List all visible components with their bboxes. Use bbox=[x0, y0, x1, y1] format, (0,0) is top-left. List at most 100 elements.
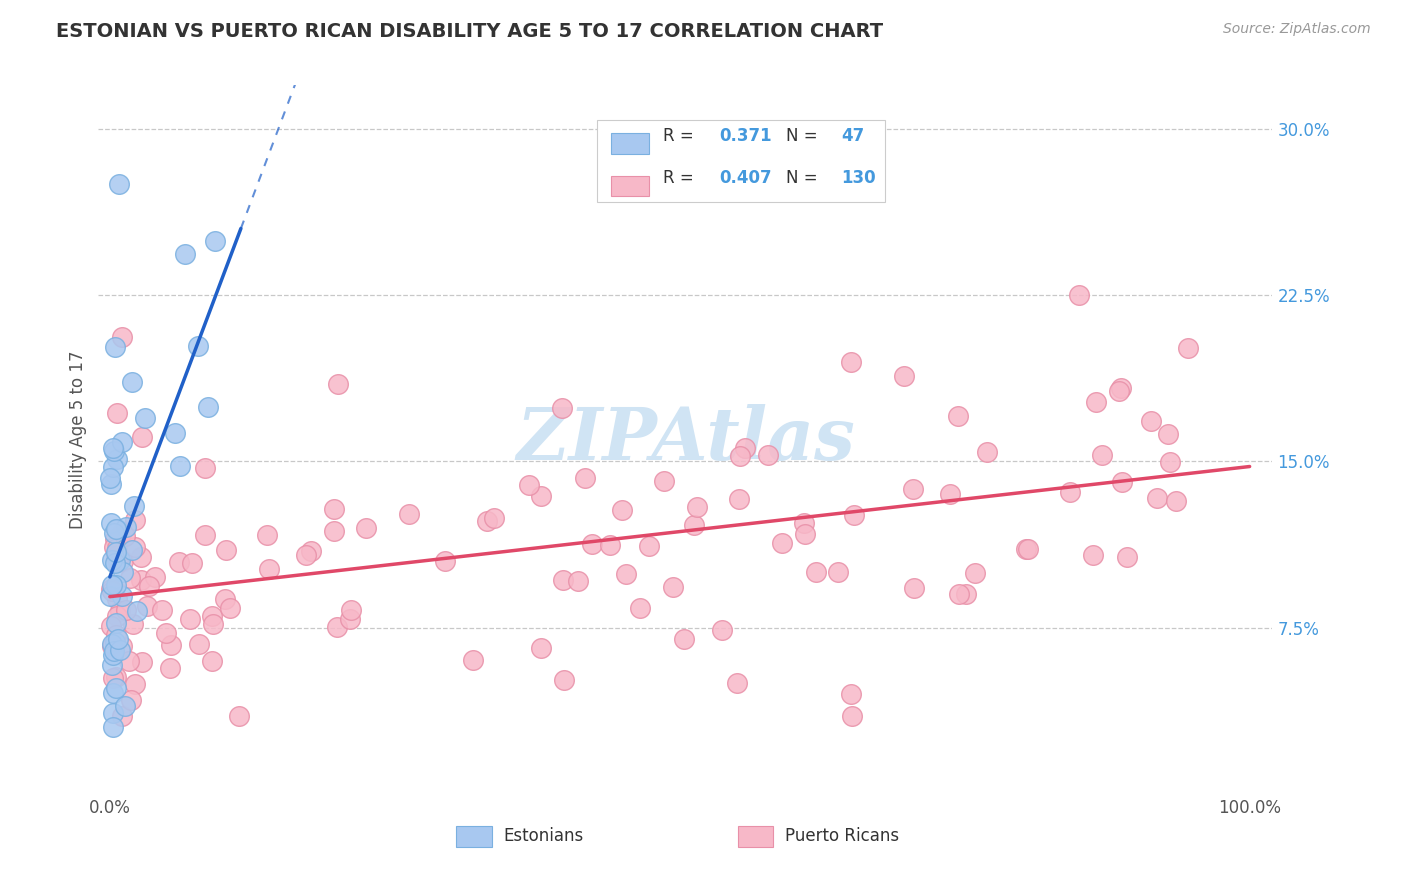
Point bbox=[103, 526, 125, 541]
Point bbox=[1111, 475, 1133, 489]
Point bbox=[103, 442, 125, 456]
Point bbox=[111, 554, 134, 568]
Point bbox=[201, 617, 224, 632]
Point bbox=[104, 522, 127, 536]
Point bbox=[104, 635, 127, 649]
Point bbox=[124, 513, 146, 527]
Point bbox=[194, 527, 217, 541]
Point bbox=[793, 516, 815, 530]
Point bbox=[946, 409, 969, 424]
Point bbox=[734, 442, 756, 456]
Text: N =: N = bbox=[786, 127, 824, 145]
Point bbox=[299, 544, 322, 558]
Point bbox=[111, 525, 134, 540]
Point bbox=[322, 524, 344, 538]
Point bbox=[295, 548, 318, 562]
Point bbox=[728, 449, 751, 463]
Point bbox=[108, 553, 131, 567]
Point bbox=[160, 639, 183, 653]
Point bbox=[129, 573, 152, 587]
Point bbox=[581, 537, 603, 551]
Point bbox=[228, 709, 250, 723]
Point bbox=[463, 653, 485, 667]
Point bbox=[434, 554, 457, 568]
Point bbox=[1067, 288, 1090, 302]
Point bbox=[725, 676, 748, 690]
Point bbox=[104, 681, 127, 695]
Point bbox=[756, 448, 779, 462]
Point bbox=[104, 670, 127, 684]
Point bbox=[100, 589, 122, 603]
Point bbox=[103, 540, 125, 554]
FancyBboxPatch shape bbox=[612, 176, 650, 196]
Point bbox=[672, 632, 695, 647]
Point bbox=[551, 573, 574, 587]
Text: Puerto Ricans: Puerto Ricans bbox=[785, 828, 900, 846]
Point bbox=[120, 692, 142, 706]
Text: Source: ZipAtlas.com: Source: ZipAtlas.com bbox=[1223, 22, 1371, 37]
Point bbox=[105, 609, 128, 624]
Point bbox=[257, 562, 280, 576]
Point bbox=[111, 330, 134, 344]
Point bbox=[101, 637, 124, 651]
Point bbox=[105, 628, 128, 642]
Point bbox=[101, 648, 124, 662]
Point bbox=[138, 579, 160, 593]
Point bbox=[105, 616, 128, 631]
Point bbox=[103, 706, 125, 720]
Point bbox=[1157, 427, 1180, 442]
Text: 0.371: 0.371 bbox=[720, 127, 772, 145]
Point bbox=[637, 539, 659, 553]
Point bbox=[955, 587, 977, 601]
Point bbox=[100, 476, 122, 491]
Point bbox=[1084, 395, 1107, 409]
Point bbox=[339, 612, 361, 626]
Point bbox=[104, 340, 127, 354]
Point bbox=[1017, 541, 1039, 556]
Point bbox=[628, 601, 651, 615]
Point bbox=[136, 599, 159, 613]
Text: N =: N = bbox=[786, 169, 824, 187]
Point bbox=[114, 698, 136, 713]
Text: 0.407: 0.407 bbox=[720, 169, 772, 187]
Point bbox=[124, 676, 146, 690]
Point bbox=[553, 673, 575, 687]
Point bbox=[804, 565, 827, 579]
Point bbox=[107, 632, 129, 647]
Point bbox=[101, 657, 124, 672]
Point bbox=[326, 376, 349, 391]
Point bbox=[197, 400, 219, 414]
Point bbox=[163, 425, 186, 440]
Point bbox=[218, 601, 240, 615]
Point bbox=[939, 487, 962, 501]
Point bbox=[610, 503, 633, 517]
Text: 47: 47 bbox=[842, 127, 865, 145]
FancyBboxPatch shape bbox=[738, 826, 773, 847]
Text: R =: R = bbox=[664, 127, 699, 145]
Point bbox=[105, 452, 128, 467]
Point bbox=[101, 552, 124, 566]
Point bbox=[770, 536, 793, 550]
Point bbox=[614, 566, 637, 581]
Point bbox=[475, 514, 498, 528]
Point bbox=[201, 608, 224, 623]
Point bbox=[325, 620, 347, 634]
Point bbox=[682, 518, 704, 533]
Point bbox=[551, 401, 574, 415]
Point bbox=[903, 581, 925, 595]
Point bbox=[104, 549, 127, 563]
FancyBboxPatch shape bbox=[457, 826, 492, 847]
Point bbox=[1116, 550, 1139, 565]
Point bbox=[103, 671, 125, 685]
Point bbox=[1015, 541, 1038, 556]
Point bbox=[1111, 380, 1133, 394]
Text: ZIPAtlas: ZIPAtlas bbox=[516, 404, 855, 475]
Point bbox=[662, 580, 685, 594]
Point bbox=[530, 640, 553, 655]
Point bbox=[118, 571, 141, 585]
Point bbox=[159, 661, 181, 675]
Point bbox=[839, 687, 862, 701]
Point bbox=[101, 459, 124, 474]
Point bbox=[122, 617, 145, 632]
Point bbox=[121, 376, 143, 390]
